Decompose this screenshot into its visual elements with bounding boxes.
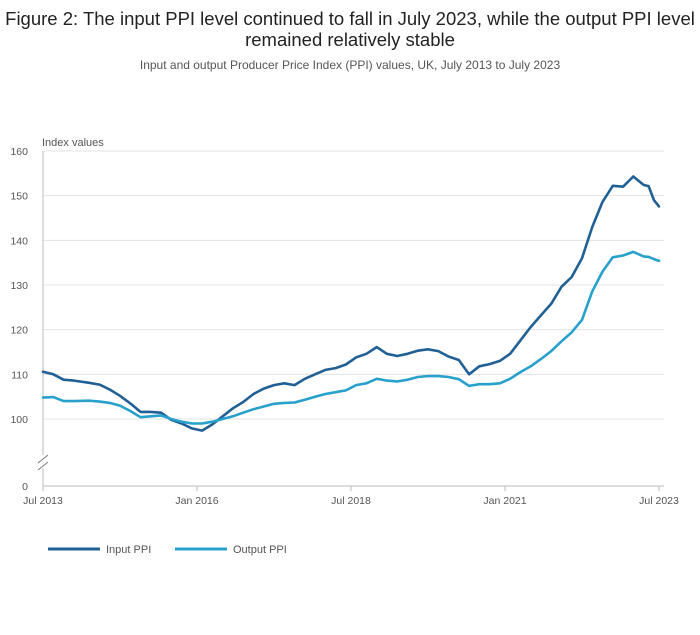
y-tick-label: 100 (10, 414, 28, 426)
y-tick-label: 130 (10, 280, 28, 292)
legend-label: Output PPI (233, 544, 287, 556)
series-line-input-ppi (41, 175, 661, 432)
legend-label: Input PPI (106, 544, 151, 556)
y-tick-label: 120 (10, 325, 28, 337)
axis-break-mark (37, 461, 49, 471)
chart-title: Figure 2: The input PPI level continued … (5, 8, 695, 50)
y-tick-label: 150 (10, 191, 28, 203)
x-tick-label: Jul 2013 (23, 495, 63, 507)
axis-break-mark (37, 454, 49, 464)
gridlines (43, 150, 664, 420)
x-tick-label: Jul 2018 (331, 495, 371, 507)
x-tick-label: Jan 2021 (483, 495, 526, 507)
x-tick-label: Jan 2016 (175, 495, 218, 507)
series-line-output-ppi (41, 250, 661, 425)
y-tick-label: 160 (10, 146, 28, 158)
chart-subtitle: Input and output Producer Price Index (P… (139, 58, 561, 72)
x-tick-label: Jul 2023 (639, 495, 679, 507)
y-tick-label: 140 (10, 235, 28, 247)
y-axis-label: Index values (42, 137, 104, 149)
x-axis: Jul 2013 Jan 2016 Jul 2018 Jan 2021 Jul 2023 (23, 485, 679, 507)
series-lines (41, 175, 661, 432)
y-tick-label: 0 (22, 481, 28, 493)
legend: Input PPI Output PPI (48, 544, 287, 556)
y-axis: 160 150 140 130 120 110 100 0 (10, 146, 49, 493)
y-tick-label: 110 (11, 369, 28, 381)
